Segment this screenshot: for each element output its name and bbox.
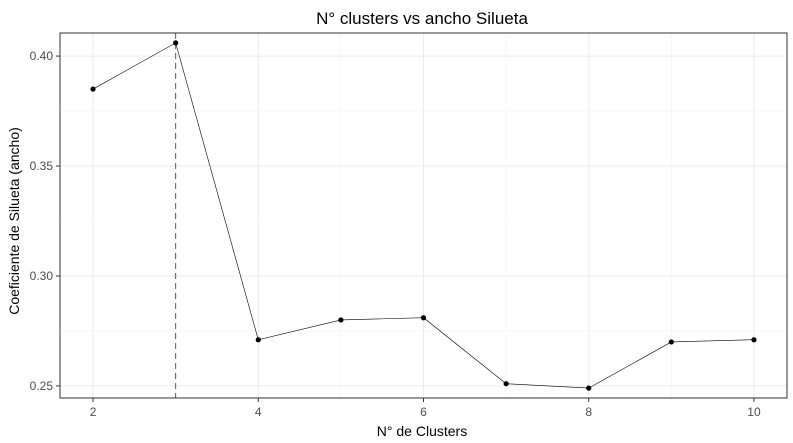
data-point: [751, 337, 757, 343]
y-tick-label: 0.40: [30, 49, 54, 63]
x-tick-label: 4: [255, 405, 262, 419]
data-point: [503, 381, 509, 387]
data-point: [255, 337, 261, 343]
x-tick-label: 6: [420, 405, 427, 419]
x-tick-label: 10: [747, 405, 761, 419]
y-tick-label: 0.25: [30, 379, 54, 393]
data-point: [420, 315, 427, 321]
x-tick-label: 8: [585, 405, 592, 419]
axis-ticks: 2 4 6 8 10 0.25 0.30 0.35 0.40: [30, 49, 761, 419]
series-layer: [90, 40, 757, 391]
data-point: [668, 339, 674, 345]
x-tick-label: 2: [90, 405, 97, 419]
y-tick-label: 0.30: [30, 269, 54, 283]
data-point: [173, 40, 179, 46]
data-point: [90, 86, 96, 92]
data-point: [586, 385, 592, 391]
x-axis-title: N° de Clusters: [377, 423, 467, 439]
data-point: [338, 317, 344, 323]
chart-title: N° clusters vs ancho Silueta: [316, 9, 528, 28]
grid: [60, 33, 787, 398]
y-tick-label: 0.35: [30, 159, 54, 173]
y-axis-title: Coeficiente de Silueta (ancho): [6, 127, 22, 315]
